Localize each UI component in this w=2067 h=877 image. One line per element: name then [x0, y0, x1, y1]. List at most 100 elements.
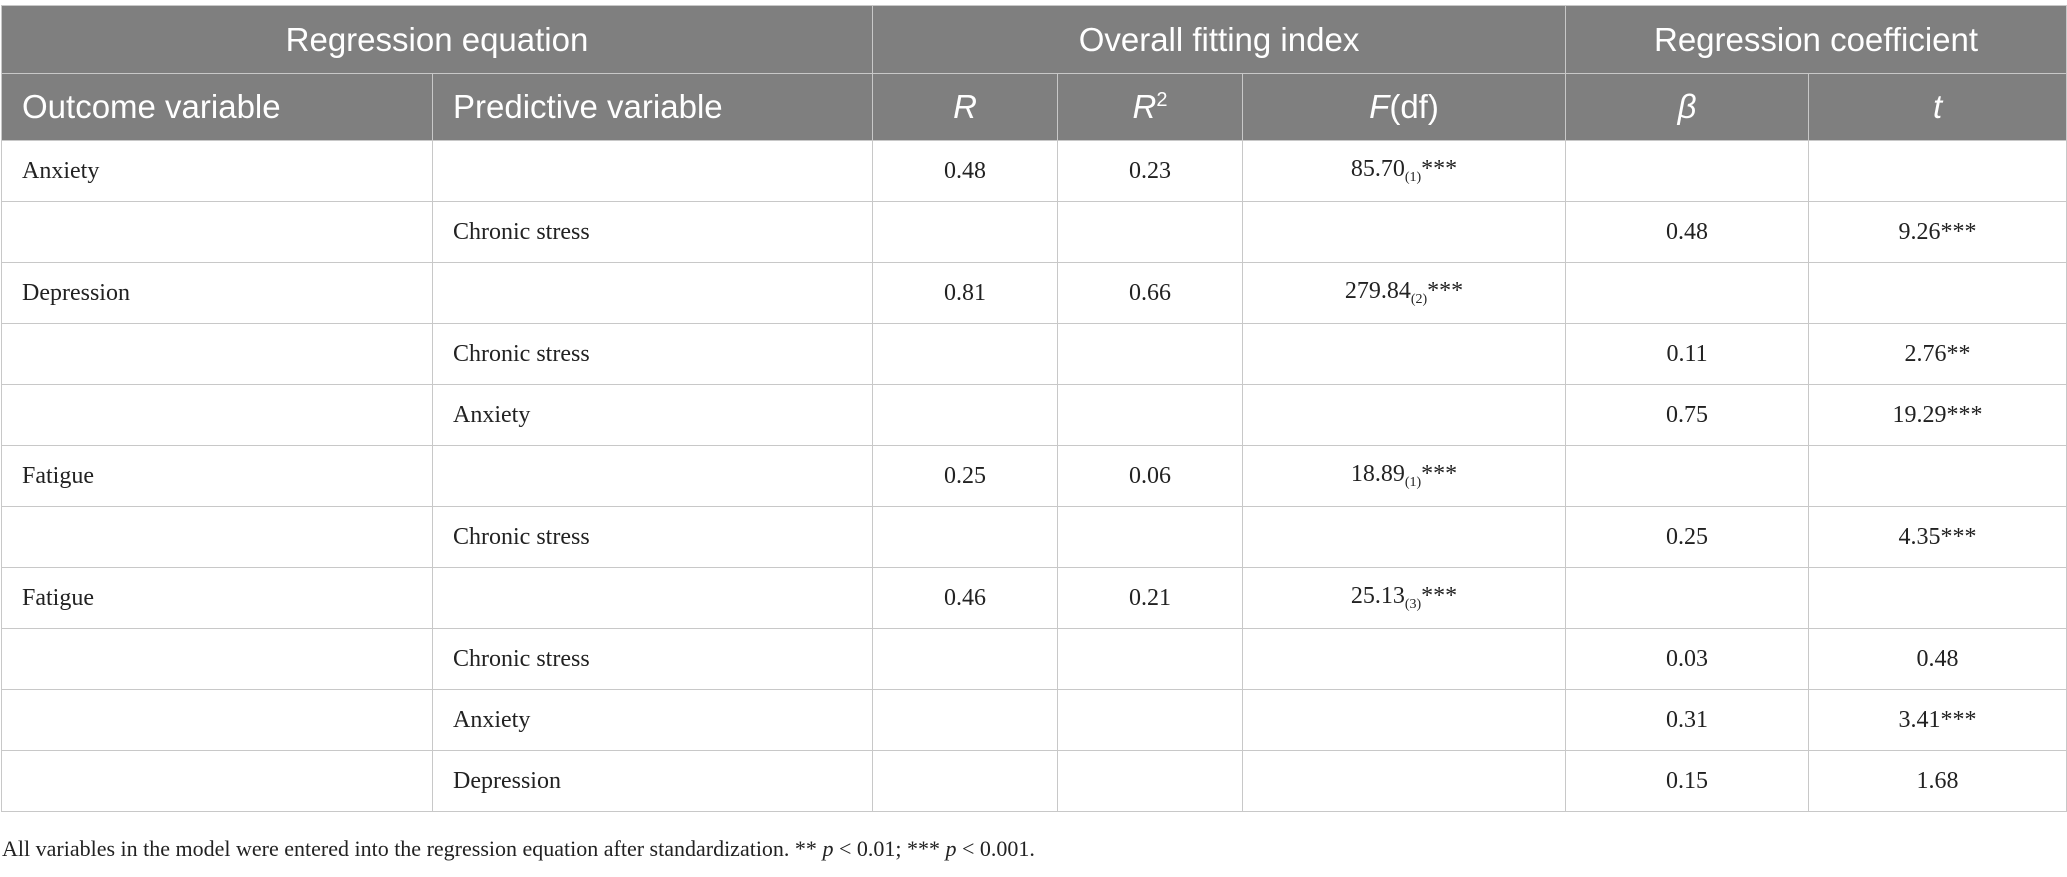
predictor-cell: Chronic stress — [432, 506, 873, 568]
r2-cell — [1057, 506, 1243, 568]
t-cell — [1808, 567, 2067, 629]
beta-cell: 0.15 — [1565, 750, 1810, 812]
beta-cell: 0.48 — [1565, 201, 1810, 263]
predictor-cell: Anxiety — [432, 689, 873, 751]
beta-cell: 0.03 — [1565, 628, 1810, 690]
r-cell — [872, 628, 1058, 690]
t-cell — [1808, 140, 2067, 202]
predictor-cell: Depression — [432, 750, 873, 812]
t-cell: 2.76** — [1808, 323, 2067, 385]
r-cell — [872, 323, 1058, 385]
r2-cell: 0.23 — [1057, 140, 1243, 202]
table-row: Chronic stress 0.48 9.26*** — [1, 201, 2067, 263]
f-cell — [1241, 384, 1567, 446]
r2-cell: 0.21 — [1057, 567, 1243, 629]
r-cell: 0.48 — [872, 140, 1058, 202]
df-subscript: (2) — [1410, 292, 1428, 307]
f-symbol: F — [1369, 88, 1390, 125]
table-row: Chronic stress 0.25 4.35*** — [1, 506, 2067, 568]
table-header: Regression equation Overall fitting inde… — [1, 5, 2067, 141]
df-label: (df) — [1389, 88, 1439, 125]
table-row: Chronic stress 0.03 0.48 — [1, 628, 2067, 690]
footnote-text-1: All variables in the model were entered … — [2, 836, 823, 861]
r-cell — [872, 750, 1058, 812]
outcome-cell — [1, 628, 433, 690]
beta-symbol: β — [1677, 88, 1697, 125]
f-cell — [1241, 689, 1567, 751]
r-cell: 0.81 — [872, 262, 1058, 324]
f-value: 25.13 — [1350, 583, 1405, 609]
table-row: Anxiety 0.31 3.41*** — [1, 689, 2067, 751]
t-symbol: t — [1932, 88, 1943, 125]
column-header-row: Outcome variable Predictive variable R R… — [1, 73, 2067, 141]
f-cell — [1241, 750, 1567, 812]
table-row: Chronic stress 0.11 2.76** — [1, 323, 2067, 385]
f-significance: *** — [1427, 278, 1464, 304]
group-header-regression-coefficient: Regression coefficient — [1565, 5, 2067, 74]
r2-cell — [1057, 628, 1243, 690]
beta-cell — [1565, 262, 1810, 324]
table-row: Depression 0.15 1.68 — [1, 750, 2067, 812]
outcome-cell — [1, 384, 433, 446]
r2-cell — [1057, 384, 1243, 446]
table-footnote: All variables in the model were entered … — [2, 836, 1035, 862]
column-header-t: t — [1808, 73, 2067, 141]
column-header-beta: β — [1565, 73, 1810, 141]
footnote-text-3: < 0.001. — [956, 836, 1035, 861]
table-row: Fatigue 0.25 0.06 18.89(1)*** — [1, 445, 2067, 507]
r-cell — [872, 506, 1058, 568]
predictor-cell — [432, 445, 873, 507]
beta-cell: 0.25 — [1565, 506, 1810, 568]
f-cell: 18.89(1)*** — [1241, 445, 1567, 507]
f-cell — [1241, 201, 1567, 263]
r2-cell: 0.06 — [1057, 445, 1243, 507]
f-cell: 25.13(3)*** — [1241, 567, 1567, 629]
column-header-r-squared: R2 — [1057, 73, 1243, 141]
f-cell: 85.70(1)*** — [1241, 140, 1567, 202]
r-cell — [872, 689, 1058, 751]
r2-cell — [1057, 750, 1243, 812]
predictor-cell: Chronic stress — [432, 628, 873, 690]
df-subscript: (3) — [1404, 597, 1422, 612]
predictor-cell: Anxiety — [432, 384, 873, 446]
column-header-f-df: F(df) — [1241, 73, 1567, 141]
predictor-cell: Chronic stress — [432, 201, 873, 263]
group-header-row: Regression equation Overall fitting inde… — [1, 5, 2067, 74]
r2-symbol: R — [1132, 88, 1157, 125]
footnote-p-symbol-2: p — [945, 836, 957, 861]
footnote-p-symbol-1: p — [822, 836, 834, 861]
df-subscript: (1) — [1404, 475, 1422, 490]
table-row: Fatigue 0.46 0.21 25.13(3)*** — [1, 567, 2067, 629]
t-cell: 4.35*** — [1808, 506, 2067, 568]
column-header-outcome-variable: Outcome variable — [1, 73, 433, 141]
r2-cell — [1057, 201, 1243, 263]
outcome-cell — [1, 689, 433, 751]
table-row: Anxiety 0.75 19.29*** — [1, 384, 2067, 446]
t-cell: 19.29*** — [1808, 384, 2067, 446]
f-value: 85.70 — [1350, 156, 1405, 182]
footnote-text-2: < 0.01; *** — [833, 836, 946, 861]
outcome-cell: Fatigue — [1, 567, 433, 629]
table-row: Anxiety 0.48 0.23 85.70(1)*** — [1, 140, 2067, 202]
t-cell: 1.68 — [1808, 750, 2067, 812]
r-cell — [872, 384, 1058, 446]
df-subscript: (1) — [1404, 170, 1422, 185]
regression-table: Regression equation Overall fitting inde… — [1, 5, 2067, 812]
predictor-cell — [432, 567, 873, 629]
f-cell — [1241, 506, 1567, 568]
r2-cell — [1057, 323, 1243, 385]
f-cell — [1241, 323, 1567, 385]
outcome-cell: Anxiety — [1, 140, 433, 202]
table-body: Anxiety 0.48 0.23 85.70(1)*** Chronic st… — [1, 140, 2067, 812]
beta-cell: 0.11 — [1565, 323, 1810, 385]
r2-superscript: 2 — [1156, 89, 1168, 111]
f-significance: *** — [1421, 156, 1458, 182]
table-row: Depression 0.81 0.66 279.84(2)*** — [1, 262, 2067, 324]
column-header-r: R — [872, 73, 1058, 141]
beta-cell — [1565, 140, 1810, 202]
f-value: 279.84 — [1344, 278, 1411, 304]
column-header-predictive-variable: Predictive variable — [432, 73, 873, 141]
outcome-cell — [1, 201, 433, 263]
r-cell: 0.46 — [872, 567, 1058, 629]
t-cell: 9.26*** — [1808, 201, 2067, 263]
